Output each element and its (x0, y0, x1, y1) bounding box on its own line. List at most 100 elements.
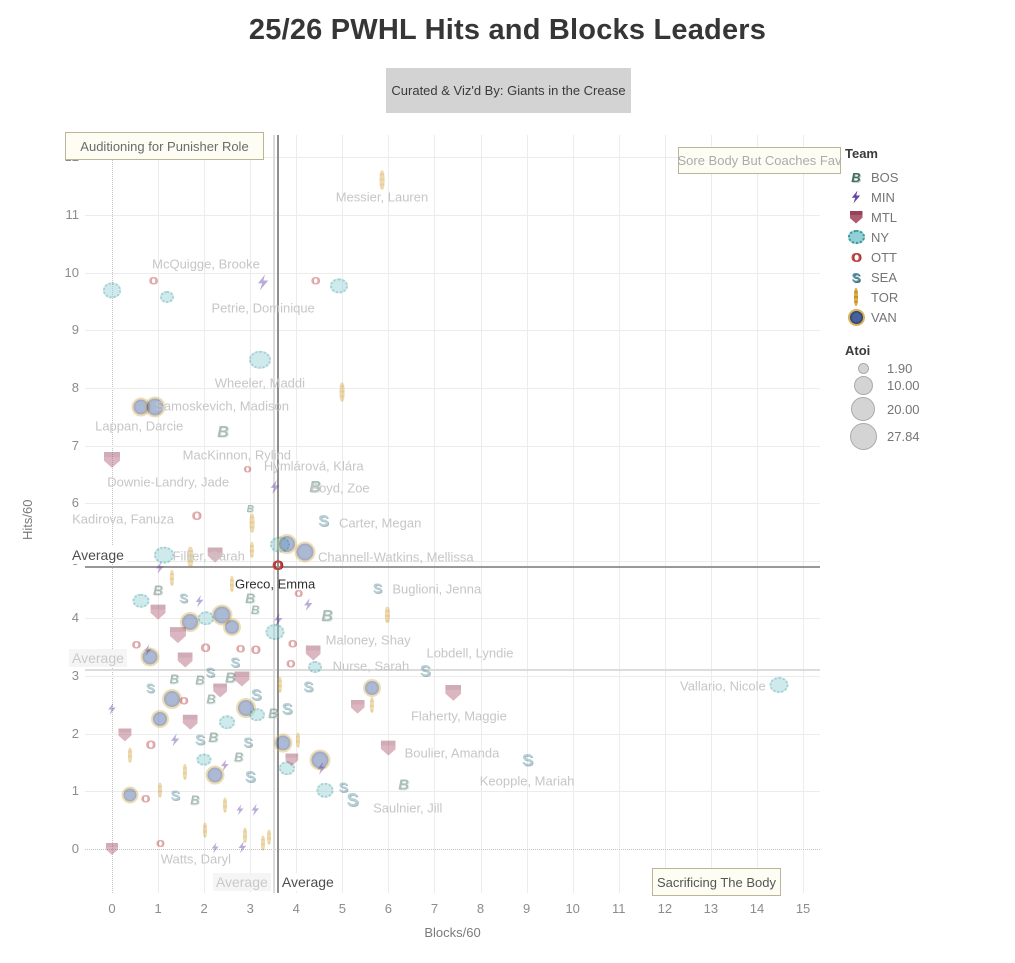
player-mark-SEA[interactable]: S (230, 654, 240, 671)
player-mark-NY[interactable] (265, 623, 285, 640)
player-mark-TOR[interactable] (249, 513, 255, 533)
player-mark-TOR[interactable] (296, 732, 301, 748)
player-mark-MTL[interactable] (182, 714, 198, 730)
player-mark-NY[interactable] (103, 282, 121, 299)
legend-item-OTT[interactable]: O OTT (845, 247, 1013, 267)
player-mark-MIN[interactable] (257, 274, 269, 291)
player-mark-TOR[interactable] (169, 569, 174, 587)
player-mark-OTT[interactable]: O (287, 638, 297, 651)
player-mark-TOR[interactable] (379, 170, 385, 190)
player-mark-TOR[interactable] (853, 288, 859, 306)
player-mark-MIN[interactable] (108, 702, 116, 715)
player-mark-OTT[interactable]: O (140, 793, 150, 806)
player-mark-MTL[interactable] (207, 547, 223, 563)
player-mark-BOS[interactable]: B (206, 691, 216, 707)
player-mark-MTL[interactable] (213, 683, 228, 698)
player-mark-MIN[interactable] (195, 595, 204, 608)
player-mark-OTT[interactable]: O (286, 658, 295, 671)
player-mark-OTT[interactable]: O (145, 738, 155, 753)
player-mark-TOR[interactable] (187, 546, 193, 567)
player-mark-MIN[interactable] (270, 480, 280, 495)
player-mark-MIN[interactable] (851, 190, 861, 204)
player-mark-VAN[interactable] (273, 733, 293, 753)
legend-size-item[interactable]: 20.00 (845, 396, 1013, 422)
player-mark-OTT[interactable]: O (243, 464, 251, 475)
player-mark-NY[interactable] (769, 676, 789, 693)
player-mark-SEA[interactable]: S (346, 790, 359, 810)
legend-item-VAN[interactable]: VAN (845, 307, 1013, 327)
player-mark-NY[interactable] (160, 291, 175, 304)
player-mark-OTT[interactable]: O (191, 509, 201, 524)
player-mark-SEA[interactable]: S (338, 778, 348, 795)
player-mark-TOR[interactable] (278, 676, 283, 693)
player-mark-VAN[interactable] (140, 647, 160, 667)
player-mark-SEA[interactable]: S (521, 750, 534, 770)
player-mark-SEA[interactable]: S (281, 701, 293, 719)
player-mark-TOR[interactable] (157, 782, 162, 798)
player-mark-VAN[interactable] (161, 689, 182, 710)
player-mark-MIN[interactable] (238, 841, 247, 854)
player-mark-TOR[interactable] (223, 797, 228, 813)
player-mark-TOR[interactable] (203, 822, 208, 838)
player-mark-MTL[interactable] (350, 699, 365, 714)
player-mark-TOR[interactable] (183, 763, 188, 780)
player-mark-BOS[interactable]: B (246, 503, 254, 515)
player-mark-OTT[interactable]: O (250, 643, 260, 658)
player-mark-BOS[interactable]: B (309, 478, 321, 496)
legend-item-NY[interactable]: NY (845, 227, 1013, 247)
player-mark-BOS[interactable]: B (217, 423, 229, 441)
player-mark-BOS[interactable]: B (195, 672, 205, 688)
player-mark-MTL[interactable] (445, 684, 462, 701)
player-mark-MTL[interactable] (285, 753, 299, 767)
player-mark-MTL[interactable] (380, 740, 396, 756)
player-mark-NY[interactable] (154, 546, 175, 564)
player-mark-MTL[interactable] (177, 652, 193, 668)
legend-item-SEA[interactable]: S SEA (845, 267, 1013, 287)
player-mark-MTL[interactable] (234, 671, 250, 687)
player-mark-MTL[interactable] (118, 728, 132, 742)
player-mark-SEA[interactable]: S (194, 731, 205, 749)
player-mark-SEA[interactable]: S (145, 680, 155, 696)
player-mark-TOR[interactable] (266, 829, 271, 845)
player-mark-NY[interactable] (132, 593, 150, 608)
player-mark-VAN[interactable] (222, 618, 241, 637)
player-mark-VAN[interactable] (847, 308, 865, 326)
player-mark-VAN[interactable] (363, 679, 382, 698)
player-mark-SEA[interactable]: S (851, 269, 861, 285)
player-mark-BOS[interactable]: B (208, 728, 219, 745)
player-mark-VAN[interactable] (121, 786, 139, 804)
player-mark-MTL[interactable] (106, 843, 118, 855)
player-mark-SEA[interactable]: S (419, 663, 431, 681)
player-mark-SEA[interactable]: S (170, 786, 180, 803)
player-mark-OTT[interactable]: O (148, 275, 158, 288)
legend-size-item[interactable]: 27.84 (845, 422, 1013, 451)
player-mark-NY[interactable] (279, 761, 296, 776)
highlighted-player-mark[interactable]: O (271, 556, 283, 573)
player-mark-NY[interactable] (847, 229, 865, 245)
player-mark-SEA[interactable]: S (250, 687, 262, 705)
player-mark-NY[interactable] (196, 753, 212, 767)
legend-item-TOR[interactable]: TOR (845, 287, 1013, 307)
player-mark-SEA[interactable]: S (243, 734, 253, 751)
player-mark-MIN[interactable] (211, 842, 219, 854)
player-mark-VAN[interactable] (277, 533, 298, 554)
player-mark-BOS[interactable]: B (398, 776, 410, 794)
player-mark-BOS[interactable]: B (250, 602, 260, 617)
legend-size-item[interactable]: 1.90 (845, 361, 1013, 376)
player-mark-MIN[interactable] (236, 804, 244, 816)
player-mark-OTT[interactable]: O (294, 588, 302, 600)
player-mark-TOR[interactable] (249, 541, 255, 558)
player-mark-VAN[interactable] (205, 765, 225, 785)
player-mark-BOS[interactable]: B (169, 671, 179, 687)
player-mark-OTT[interactable]: O (235, 643, 245, 656)
legend-item-BOS[interactable]: B BOS (845, 167, 1013, 187)
player-mark-TOR[interactable] (370, 696, 375, 713)
player-mark-OTT[interactable]: O (179, 695, 188, 708)
player-mark-TOR[interactable] (261, 835, 266, 851)
player-mark-TOR[interactable] (339, 383, 345, 402)
player-mark-TOR[interactable] (229, 575, 234, 592)
player-mark-BOS[interactable]: B (233, 749, 244, 765)
player-mark-NY[interactable] (249, 707, 266, 722)
player-mark-MTL[interactable] (104, 451, 120, 468)
player-mark-BOS[interactable]: B (153, 581, 164, 598)
